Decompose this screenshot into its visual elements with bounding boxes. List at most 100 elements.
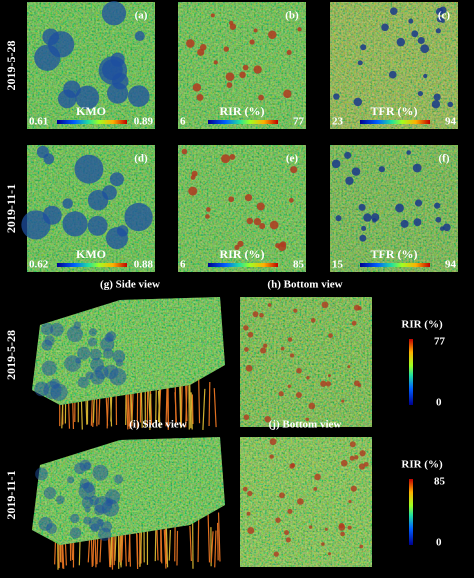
map-spot <box>344 151 352 159</box>
map-texture <box>178 145 306 272</box>
canopy-shade <box>43 487 56 500</box>
bottom-spot <box>280 346 285 351</box>
map-spot <box>253 28 258 33</box>
map-spot <box>331 159 341 169</box>
map-spot <box>213 60 218 65</box>
map-spot <box>433 93 441 101</box>
row-date: 2019-5-28 <box>4 330 18 380</box>
bottom-spot <box>310 317 316 323</box>
trunk <box>214 530 217 568</box>
trunk <box>174 380 177 424</box>
bottom-spot <box>313 487 318 491</box>
bottom-spot <box>327 374 331 378</box>
map-spot <box>242 64 249 71</box>
colorbar-max: 0.89 <box>134 116 154 128</box>
canopy-shade <box>66 326 83 343</box>
row-date: 2019-5-28 <box>4 41 18 91</box>
map-spot <box>62 198 73 209</box>
colorbar <box>208 120 278 124</box>
canopy-shade <box>41 360 57 376</box>
map-spot <box>197 48 205 56</box>
colorbar-label: RIR (%) <box>220 104 265 118</box>
canopy-shade <box>88 516 103 531</box>
canopy-shade <box>114 474 124 484</box>
bottom-spot <box>305 417 310 422</box>
canopy-shade <box>50 322 64 337</box>
bottom-spot <box>338 524 346 531</box>
map-panel <box>178 145 306 272</box>
bottom-spot <box>267 303 272 307</box>
bottom-spot <box>314 473 321 481</box>
map-spot <box>406 150 411 155</box>
trunk <box>207 505 211 563</box>
bottom-spot <box>278 391 284 397</box>
colorbar-min: 15 <box>332 259 344 271</box>
bottom-spot <box>242 486 248 492</box>
canopy-shade <box>77 376 89 388</box>
map-spot <box>192 83 202 92</box>
bottom-spot <box>243 325 249 331</box>
colorbar <box>360 263 430 267</box>
trunk <box>163 529 167 569</box>
canopy-shade <box>67 476 75 484</box>
map-spot <box>256 202 265 211</box>
map-spot <box>87 215 108 236</box>
colorbar-max: 85 <box>434 476 446 488</box>
colorbar-min: 23 <box>332 116 344 128</box>
view-title: (i) Side view <box>129 419 186 431</box>
colorbar-min: 0.61 <box>29 116 48 128</box>
bottom-spot <box>327 552 332 556</box>
colorbar-label: TFR (%) <box>371 104 418 118</box>
side-view <box>32 437 225 570</box>
bottom-spot <box>306 375 310 380</box>
canopy-shade <box>90 370 105 385</box>
colorbar <box>57 120 127 124</box>
bottom-spot <box>284 530 290 536</box>
trunk <box>154 530 157 562</box>
bottom-spot <box>350 485 357 492</box>
map-spot <box>288 197 294 203</box>
bottom-spot <box>269 454 274 459</box>
colorbar-min: 6 <box>180 259 186 271</box>
bottom-spot <box>297 498 304 505</box>
map-spot <box>239 71 246 79</box>
bottom-spot <box>357 383 362 388</box>
map-spot <box>107 82 129 104</box>
bottom-spot <box>321 542 325 546</box>
map-spot <box>440 18 445 23</box>
map-panel <box>330 2 458 129</box>
canopy-shade <box>112 350 126 363</box>
trunk <box>165 381 168 427</box>
map-spot <box>101 1 127 26</box>
map-panel <box>21 145 155 272</box>
map-spot <box>191 170 198 177</box>
trunk <box>208 382 211 427</box>
trunk <box>189 526 192 562</box>
bottom-spot <box>358 463 366 470</box>
canopy-shade <box>103 348 114 359</box>
canopy-texture <box>32 437 225 545</box>
canopy-shade <box>34 381 49 397</box>
map-spot <box>196 93 204 101</box>
bottom-spot <box>245 364 253 372</box>
map-spot <box>249 39 255 45</box>
bottom-spot <box>275 517 281 523</box>
map-spot <box>431 100 441 109</box>
panel-letter: (d) <box>134 153 148 165</box>
trunk <box>149 394 152 430</box>
bottom-spot <box>269 438 277 446</box>
map-spot <box>268 30 277 39</box>
map-spot <box>181 148 188 155</box>
map-spot <box>74 154 104 184</box>
bottom-spot <box>308 525 313 529</box>
canopy-shade <box>115 359 124 367</box>
map-spot <box>363 213 372 222</box>
map-spot <box>435 28 441 34</box>
map-spot <box>378 166 385 173</box>
bottom-spot <box>359 450 366 457</box>
map-spot <box>408 18 414 24</box>
map-spot <box>98 56 128 85</box>
bottom-spot <box>320 380 327 387</box>
trunk <box>190 392 193 430</box>
map-spot <box>345 176 354 186</box>
